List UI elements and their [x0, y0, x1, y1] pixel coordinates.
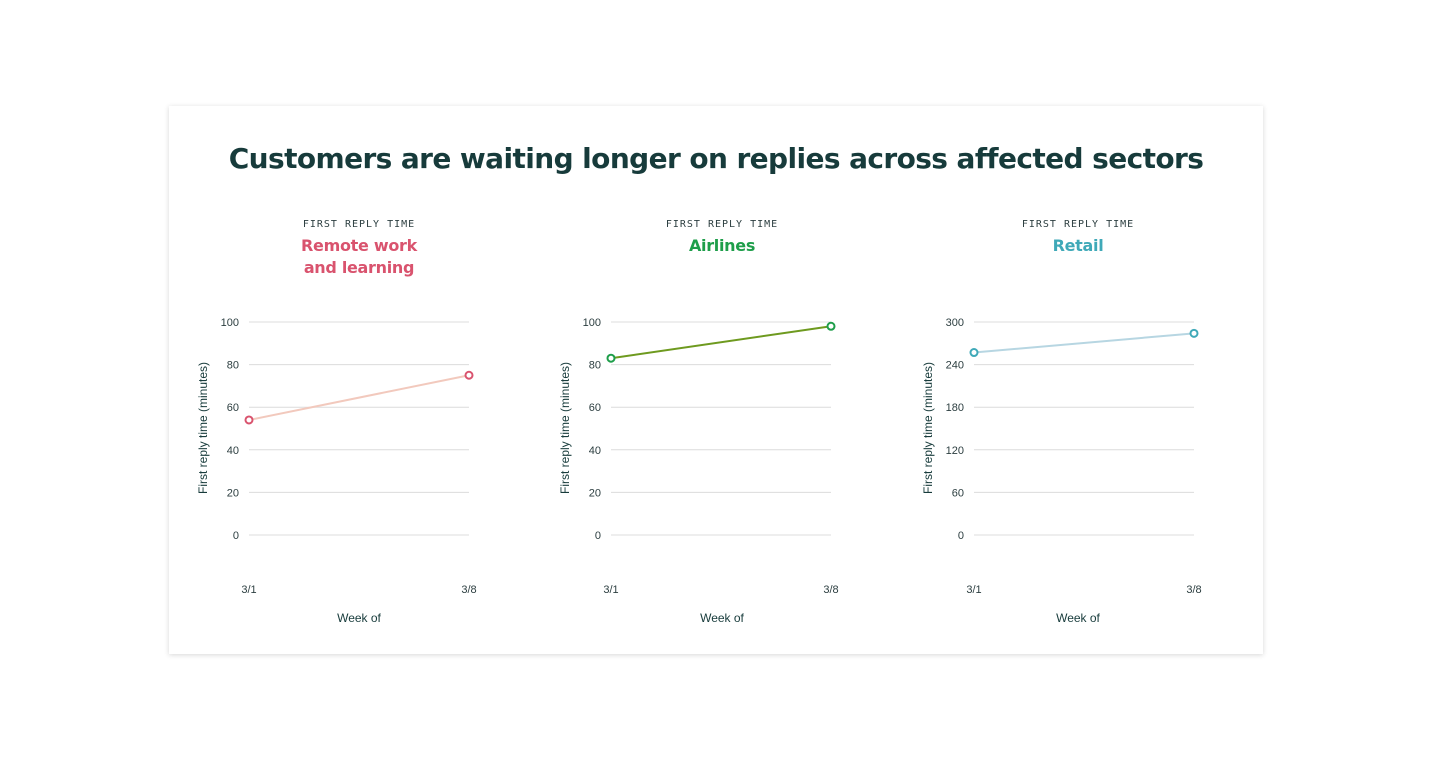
chart-2-x-tick: 3/8: [823, 584, 838, 596]
main-title: Customers are waiting longer on replies …: [228, 142, 1204, 175]
chart-1-x-tick: 3/8: [461, 584, 476, 596]
chart-1-y-tick: 20: [227, 487, 239, 499]
chart-1-x-tick: 3/1: [241, 584, 256, 596]
chart-3-kicker: FIRST REPLY TIME: [1022, 219, 1134, 230]
chart-2-data-point: [606, 353, 616, 363]
chart-2-y-label: First reply time (minutes): [558, 362, 572, 494]
chart-1-kicker: FIRST REPLY TIME: [303, 219, 415, 230]
chart-1-y-tick: 80: [227, 360, 239, 372]
chart-2-y-tick: 80: [589, 360, 601, 372]
chart-1-y-tick: 60: [227, 402, 239, 414]
chart-3-subtitle-line: Retail: [1053, 236, 1104, 255]
chart-2-x-label: Week of: [700, 611, 744, 625]
chart-1-series-line: [248, 374, 470, 421]
chart-2-x-tick: 3/1: [603, 584, 618, 596]
charts-svg: FIRST REPLY TIME Remote work and learning 0…: [196, 219, 1202, 625]
chart-2-y-tick: 0: [595, 530, 601, 542]
chart-2-y-tick: 40: [589, 445, 601, 457]
chart-3-series-line: [973, 332, 1195, 354]
chart-1-x-label: Week of: [337, 611, 381, 625]
chart-3-x-label: Week of: [1056, 611, 1100, 625]
chart-3-y-tick: 240: [946, 360, 964, 372]
chart-1-y-label: First reply time (minutes): [196, 362, 210, 494]
chart-3-y-tick: 180: [946, 402, 964, 414]
chart-2-subtitle-line: Airlines: [689, 236, 755, 255]
chart-2-y-tick: 20: [589, 487, 601, 499]
chart-1-y-tick: 0: [233, 530, 239, 542]
chart-1-subtitle-line: and learning: [304, 258, 414, 277]
chart-2-kicker: FIRST REPLY TIME: [666, 219, 778, 230]
chart-2-data-point: [826, 321, 836, 331]
chart-2-y-tick: 100: [583, 317, 601, 329]
chart-2-y-tick: 60: [589, 402, 601, 414]
chart-1-y-tick: 100: [221, 317, 239, 329]
chart-3-data-point: [1189, 328, 1199, 338]
chart-3-x-tick: 3/8: [1186, 584, 1201, 596]
chart-3-data-point: [969, 348, 979, 358]
chart-1-data-point: [464, 370, 474, 380]
chart-1-data-point: [244, 415, 254, 425]
chart-1-y-tick: 40: [227, 445, 239, 457]
chart-2-series-line: [610, 325, 832, 360]
chart-3-y-tick: 60: [952, 487, 964, 499]
chart-3-y-tick: 120: [946, 445, 964, 457]
chart-1-subtitle-line: Remote work: [301, 236, 418, 255]
chart-3-y-label: First reply time (minutes): [921, 362, 935, 494]
chart-3-y-tick: 300: [946, 317, 964, 329]
chart-3-x-tick: 3/1: [966, 584, 981, 596]
chart-card: Customers are waiting longer on replies …: [169, 106, 1263, 654]
chart-3-y-tick: 0: [958, 530, 964, 542]
